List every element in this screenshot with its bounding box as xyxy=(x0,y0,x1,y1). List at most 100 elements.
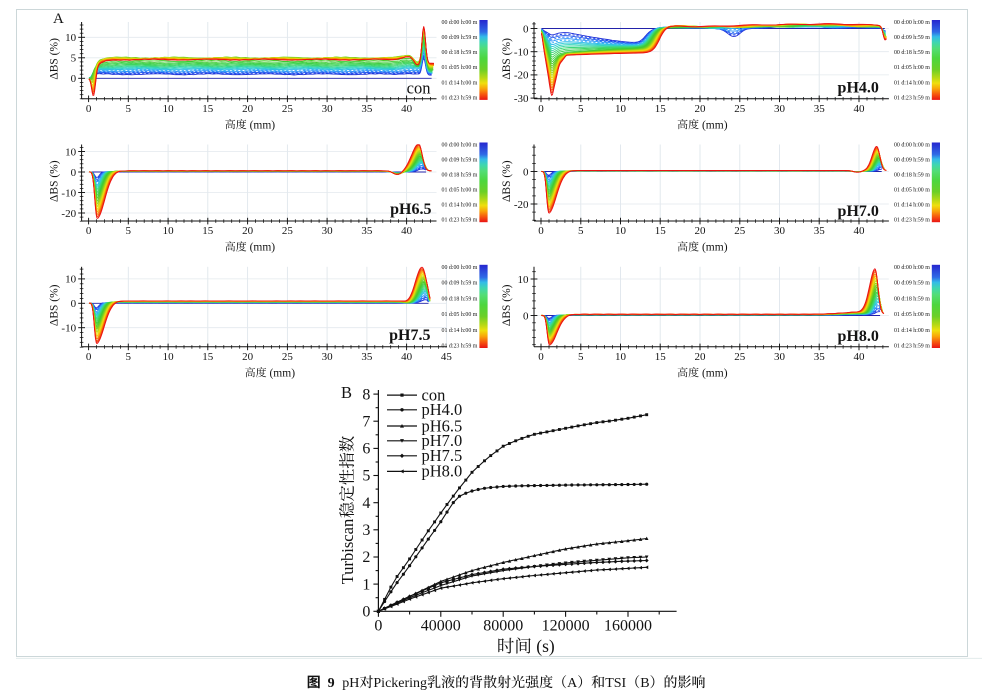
svg-text:-10: -10 xyxy=(514,47,529,59)
svg-text:0: 0 xyxy=(523,166,529,178)
svg-text:(s): (s) xyxy=(532,636,555,656)
svg-text:00 d:18 h:59 m: 00 d:18 h:59 m xyxy=(442,173,478,179)
svg-text:ΔBS (%): ΔBS (%) xyxy=(49,160,61,202)
svg-text:00 d:18 h:59 m: 00 d:18 h:59 m xyxy=(894,173,930,179)
svg-text:con: con xyxy=(422,385,446,404)
svg-text:pH4.0: pH4.0 xyxy=(838,80,879,97)
svg-text:0: 0 xyxy=(538,351,544,363)
svg-text:40: 40 xyxy=(401,351,413,363)
svg-text:(mm): (mm) xyxy=(267,367,296,379)
svg-text:35: 35 xyxy=(361,103,373,115)
svg-text:0: 0 xyxy=(523,23,529,35)
svg-text:5: 5 xyxy=(578,225,584,237)
svg-text:01 d:05 h:00 m: 01 d:05 h:00 m xyxy=(894,188,930,194)
svg-text:3: 3 xyxy=(362,522,370,539)
svg-text:20: 20 xyxy=(242,103,254,115)
svg-text:5: 5 xyxy=(126,351,132,363)
svg-text:ΔBS (%): ΔBS (%) xyxy=(501,38,513,80)
svg-text:-20: -20 xyxy=(514,199,529,211)
svg-text:00 d:18 h:59 m: 00 d:18 h:59 m xyxy=(442,50,478,56)
svg-text:15: 15 xyxy=(655,103,667,115)
svg-text:10: 10 xyxy=(65,32,77,44)
svg-text:35: 35 xyxy=(361,351,373,363)
svg-text:-20: -20 xyxy=(61,208,76,220)
svg-text:25: 25 xyxy=(282,351,294,363)
svg-text:pH6.5: pH6.5 xyxy=(390,201,431,218)
svg-text:00 d:00 h:00 m: 00 d:00 h:00 m xyxy=(894,143,930,149)
svg-text:40: 40 xyxy=(401,103,413,115)
svg-text:(mm): (mm) xyxy=(699,119,728,131)
svg-text:00 d:18 h:59 m: 00 d:18 h:59 m xyxy=(894,296,930,302)
svg-text:01 d:23 h:59 m: 01 d:23 h:59 m xyxy=(894,344,930,350)
svg-text:120000: 120000 xyxy=(542,617,590,634)
svg-text:4: 4 xyxy=(362,495,370,512)
svg-text:01 d:23 h:59 m: 01 d:23 h:59 m xyxy=(442,95,478,101)
svg-text:5: 5 xyxy=(126,225,132,237)
svg-text:A: A xyxy=(53,11,64,27)
svg-text:pH7.5: pH7.5 xyxy=(389,327,430,344)
svg-text:35: 35 xyxy=(361,225,373,237)
svg-text:-20: -20 xyxy=(514,70,529,82)
svg-text:35: 35 xyxy=(814,103,826,115)
svg-text:00 d:09 h:59 m: 00 d:09 h:59 m xyxy=(442,158,478,164)
svg-text:Pickering: Pickering xyxy=(373,676,427,691)
svg-text:-10: -10 xyxy=(61,187,76,199)
svg-text:0: 0 xyxy=(523,310,529,322)
svg-text:1: 1 xyxy=(362,576,370,593)
svg-text:01 d:14 h:00 m: 01 d:14 h:00 m xyxy=(442,80,478,86)
svg-text:pH7.5: pH7.5 xyxy=(422,446,463,465)
svg-text:01 d:05 h:00 m: 01 d:05 h:00 m xyxy=(442,188,478,194)
svg-text:00 d:09 h:59 m: 00 d:09 h:59 m xyxy=(894,281,930,287)
svg-text:10: 10 xyxy=(518,274,530,286)
svg-text:6: 6 xyxy=(362,441,370,458)
svg-text:pH7.0: pH7.0 xyxy=(422,431,463,450)
svg-text:30: 30 xyxy=(774,351,786,363)
svg-text:0: 0 xyxy=(538,103,544,115)
svg-text:01 d:14 h:00 m: 01 d:14 h:00 m xyxy=(894,328,930,334)
svg-text:(mm): (mm) xyxy=(699,242,728,254)
svg-text:5: 5 xyxy=(71,53,77,65)
svg-text:10: 10 xyxy=(65,146,77,158)
svg-text:25: 25 xyxy=(734,351,746,363)
svg-text:01 d:14 h:00 m: 01 d:14 h:00 m xyxy=(894,80,930,86)
svg-text:01 d:05 h:00 m: 01 d:05 h:00 m xyxy=(894,65,930,71)
svg-text:00 d:09 h:59 m: 00 d:09 h:59 m xyxy=(894,158,930,164)
svg-text:30: 30 xyxy=(774,225,786,237)
svg-text:pH8.0: pH8.0 xyxy=(838,328,879,345)
svg-text:01 d:05 h:00 m: 01 d:05 h:00 m xyxy=(442,65,478,71)
svg-text:0: 0 xyxy=(71,298,77,310)
svg-text:8: 8 xyxy=(362,386,370,403)
svg-text:40: 40 xyxy=(854,351,866,363)
svg-text:160000: 160000 xyxy=(604,617,652,634)
svg-text:(mm): (mm) xyxy=(247,242,276,254)
svg-text:20: 20 xyxy=(242,351,254,363)
svg-text:10: 10 xyxy=(65,274,77,286)
svg-text:00 d:18 h:59 m: 00 d:18 h:59 m xyxy=(894,50,930,56)
svg-text:00 d:09 h:59 m: 00 d:09 h:59 m xyxy=(442,35,478,41)
svg-text:00 d:00 h:00 m: 00 d:00 h:00 m xyxy=(442,143,478,149)
svg-text:35: 35 xyxy=(814,225,826,237)
svg-text:25: 25 xyxy=(734,225,746,237)
svg-text:80000: 80000 xyxy=(483,617,523,634)
svg-text:01 d:23 h:59 m: 01 d:23 h:59 m xyxy=(894,218,930,224)
svg-text:0: 0 xyxy=(71,167,77,179)
svg-text:0: 0 xyxy=(374,617,382,634)
svg-text:01 d:14 h:00 m: 01 d:14 h:00 m xyxy=(894,203,930,209)
svg-text:5: 5 xyxy=(578,103,584,115)
svg-text:7: 7 xyxy=(362,413,370,430)
svg-text:40: 40 xyxy=(854,103,866,115)
svg-text:00 d:00 h:00 m: 00 d:00 h:00 m xyxy=(894,20,930,26)
svg-text:TSI: TSI xyxy=(605,676,626,691)
svg-text:01 d:23 h:59 m: 01 d:23 h:59 m xyxy=(894,95,930,101)
svg-text:0: 0 xyxy=(86,103,92,115)
svg-text:20: 20 xyxy=(695,351,707,363)
svg-text:25: 25 xyxy=(734,103,746,115)
svg-text:10: 10 xyxy=(163,351,175,363)
svg-text:2: 2 xyxy=(362,549,370,566)
svg-text:40: 40 xyxy=(854,225,866,237)
svg-text:25: 25 xyxy=(282,103,294,115)
svg-text:5: 5 xyxy=(578,351,584,363)
svg-text:20: 20 xyxy=(242,225,254,237)
svg-text:5: 5 xyxy=(126,103,132,115)
svg-text:40000: 40000 xyxy=(421,617,461,634)
